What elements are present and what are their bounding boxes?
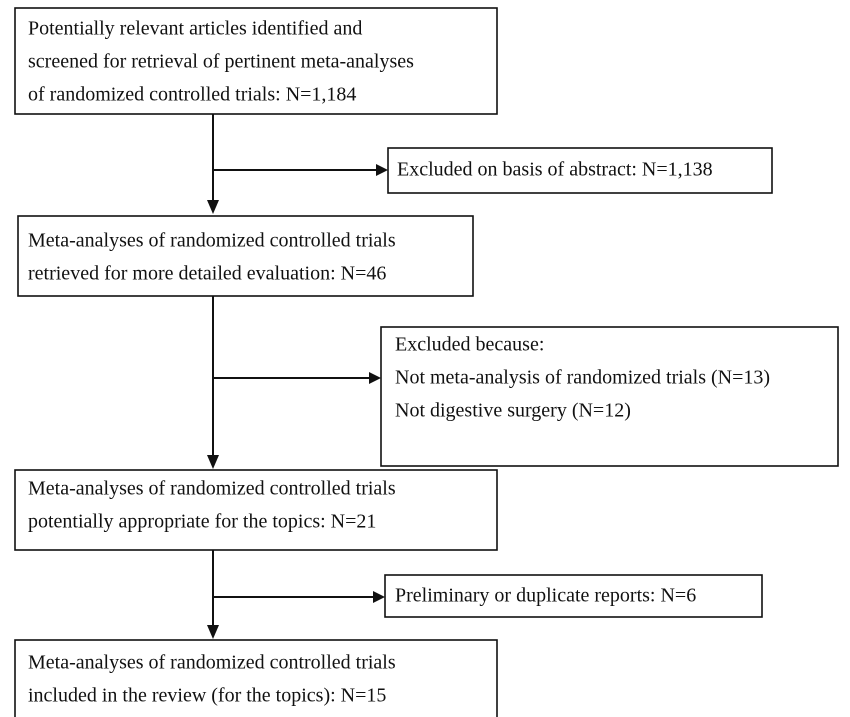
box-frame <box>17 215 474 297</box>
box-text: Not digestive surgery (N=12) <box>395 400 631 422</box>
box-frame <box>380 326 839 467</box>
exclusion-box: Preliminary or duplicate reports: N=6 <box>384 574 763 618</box>
box-text: Excluded because: <box>395 334 544 356</box>
box-frame <box>14 469 498 551</box>
box-text: of randomized controlled trials: N=1,184 <box>28 84 356 106</box>
box-text: potentially appropriate for the topics: … <box>28 511 376 533</box>
connectors <box>207 114 388 639</box>
box-frame <box>387 147 773 194</box>
box: Meta-analyses of randomized controlled t… <box>14 639 498 717</box>
exclusion-box: Excluded on basis of abstract: N=1,138 <box>387 147 773 194</box>
arrowhead <box>207 625 219 639</box>
box-text: Potentially relevant articles identified… <box>28 18 362 40</box>
box-text: retrieved for more detailed evaluation: … <box>28 263 386 285</box>
box-text: Meta-analyses of randomized controlled t… <box>28 652 396 674</box>
box-text: Not meta-analysis of randomized trials (… <box>395 367 770 389</box>
box-frame <box>14 7 498 115</box>
box-text: Excluded on basis of abstract: N=1,138 <box>397 159 713 181</box>
box: Meta-analyses of randomized controlled t… <box>14 469 498 551</box>
box: Potentially relevant articles identified… <box>14 7 498 115</box>
exclusion-box: Excluded because: Not meta-analysis of r… <box>380 326 839 467</box>
box-text: Meta-analyses of randomized controlled t… <box>28 230 396 252</box>
box-text: screened for retrieval of pertinent meta… <box>28 51 414 73</box>
arrowhead <box>376 164 388 176</box>
box: Meta-analyses of randomized controlled t… <box>17 215 474 297</box>
arrowhead <box>207 200 219 214</box>
arrowhead <box>373 591 385 603</box>
arrowhead <box>369 372 381 384</box>
box-text: Preliminary or duplicate reports: N=6 <box>395 585 696 607</box>
box-text: Meta-analyses of randomized controlled t… <box>28 478 396 500</box>
box-frame <box>14 639 498 717</box>
box-text: included in the review (for the topics):… <box>28 685 386 707</box>
box-frame <box>384 574 763 618</box>
arrowhead <box>207 455 219 469</box>
